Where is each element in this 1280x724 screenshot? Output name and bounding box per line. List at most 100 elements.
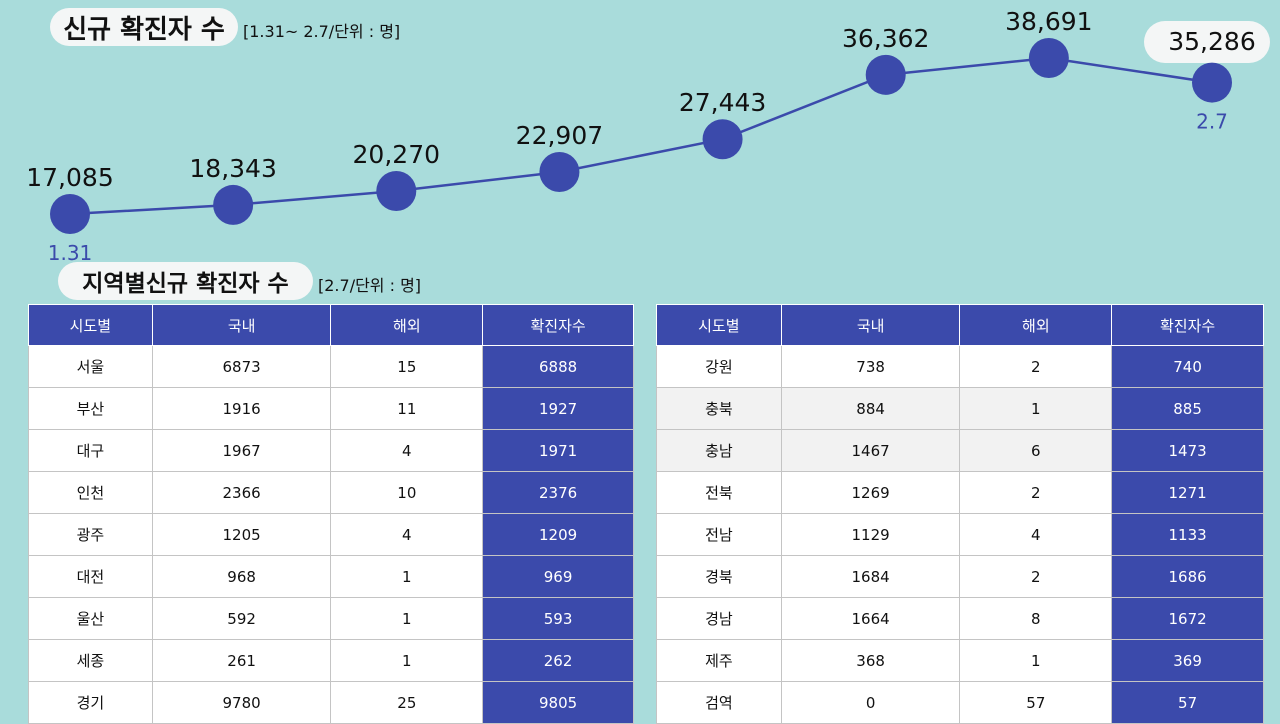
page-title: 신규 확진자 수 <box>50 8 238 46</box>
total-cell: 1473 <box>1111 429 1264 472</box>
region-section-title: 지역별신규 확진자 수 <box>58 262 313 300</box>
highlight-label-pill <box>1144 21 1270 63</box>
region-name-cell: 세종 <box>28 639 153 682</box>
line-chart: 17,085 18,343 20,270 22,907 27,443 36,362 38,6… <box>26 7 1270 265</box>
value-cell: 2 <box>959 555 1113 598</box>
data-point <box>1028 38 1069 78</box>
data-point <box>1192 62 1232 103</box>
table-row: 경기 9780 25 9805 <box>28 681 634 724</box>
value-cell: 1916 <box>151 387 332 430</box>
value-cell: 8 <box>959 597 1113 640</box>
total-cell: 1133 <box>1111 513 1264 556</box>
value-cell: 1269 <box>780 471 961 514</box>
total-cell: 6888 <box>482 345 634 388</box>
column-header: 국내 <box>151 304 332 346</box>
table-row: 경북 1684 2 1686 <box>656 555 1264 598</box>
total-cell: 1672 <box>1111 597 1264 640</box>
value-cell: 2 <box>959 345 1113 388</box>
total-cell: 57 <box>1111 681 1264 724</box>
value-cell: 1 <box>330 555 484 598</box>
region-name-cell: 광주 <box>28 513 153 556</box>
table-row: 대구 1967 4 1971 <box>28 429 634 472</box>
table-row: 검역 0 57 57 <box>656 681 1264 724</box>
value-cell: 4 <box>959 513 1113 556</box>
region-name-cell: 충북 <box>656 387 782 430</box>
value-cell: 4 <box>330 429 484 472</box>
total-cell: 969 <box>482 555 634 598</box>
value-cell: 2366 <box>151 471 332 514</box>
column-header: 국내 <box>780 304 961 346</box>
column-header: 해외 <box>959 304 1113 346</box>
data-point <box>376 171 417 212</box>
region-name-cell: 검역 <box>656 681 782 724</box>
region-name-cell: 제주 <box>656 639 782 682</box>
data-label: 20,270 <box>353 140 440 169</box>
total-cell: 1686 <box>1111 555 1264 598</box>
region-name-cell: 전남 <box>656 513 782 556</box>
table-row: 울산 592 1 593 <box>28 597 634 640</box>
x-tick-label: 2.7 <box>1196 110 1228 134</box>
value-cell: 1 <box>330 639 484 682</box>
data-point <box>702 119 743 160</box>
data-point <box>539 151 580 192</box>
table-row: 대전 968 1 969 <box>28 555 634 598</box>
data-point <box>865 54 906 95</box>
value-cell: 738 <box>780 345 961 388</box>
total-cell: 1927 <box>482 387 634 430</box>
table-row: 전북 1269 2 1271 <box>656 471 1264 514</box>
column-header: 시도별 <box>656 304 782 346</box>
column-header: 시도별 <box>28 304 153 346</box>
value-cell: 4 <box>330 513 484 556</box>
region-name-cell: 대구 <box>28 429 153 472</box>
table-row: 인천 2366 10 2376 <box>28 471 634 514</box>
data-point <box>213 184 254 225</box>
data-label: 36,362 <box>842 24 929 53</box>
value-cell: 1684 <box>780 555 961 598</box>
column-header: 확진자수 <box>482 304 634 346</box>
total-cell: 369 <box>1111 639 1264 682</box>
total-cell: 1271 <box>1111 471 1264 514</box>
total-cell: 885 <box>1111 387 1264 430</box>
value-cell: 2 <box>959 471 1113 514</box>
x-tick-label: 1.31 <box>48 241 93 265</box>
data-label: 38,691 <box>1005 7 1092 36</box>
region-name-cell: 대전 <box>28 555 153 598</box>
region-name-cell: 부산 <box>28 387 153 430</box>
title-note: [1.31~ 2.7/단위 : 명] <box>243 22 401 41</box>
value-cell: 1205 <box>151 513 332 556</box>
table-row: 부산 1916 11 1927 <box>28 387 634 430</box>
value-cell: 968 <box>151 555 332 598</box>
data-label: 27,443 <box>679 88 766 117</box>
value-cell: 9780 <box>151 681 332 724</box>
total-cell: 262 <box>482 639 634 682</box>
table-row: 경남 1664 8 1672 <box>656 597 1264 640</box>
data-label: 17,085 <box>26 163 113 192</box>
table-row: 충남 1467 6 1473 <box>656 429 1264 472</box>
total-cell: 9805 <box>482 681 634 724</box>
value-cell: 15 <box>330 345 484 388</box>
value-cell: 884 <box>780 387 961 430</box>
table-row: 강원 738 2 740 <box>656 345 1264 388</box>
data-point <box>50 194 90 234</box>
table-row: 광주 1205 4 1209 <box>28 513 634 556</box>
region-table-right: 시도별 국내 해외 확진자수 강원 738 2 740 충북 884 1 885 충남 1467 6 147… <box>656 304 1264 724</box>
value-cell: 6873 <box>151 345 332 388</box>
total-cell: 740 <box>1111 345 1264 388</box>
region-section-title-text: 지역별신규 확진자 수 <box>82 271 289 297</box>
region-section-note: [2.7/단위 : 명] <box>318 276 422 295</box>
table-row: 충북 884 1 885 <box>656 387 1264 430</box>
value-cell: 0 <box>780 681 961 724</box>
region-name-cell: 경남 <box>656 597 782 640</box>
region-name-cell: 강원 <box>656 345 782 388</box>
column-header: 확진자수 <box>1111 304 1264 346</box>
region-name-cell: 충남 <box>656 429 782 472</box>
table-row: 전남 1129 4 1133 <box>656 513 1264 556</box>
value-cell: 1 <box>330 597 484 640</box>
page-title-text: 신규 확진자 수 <box>63 14 225 45</box>
region-name-cell: 울산 <box>28 597 153 640</box>
value-cell: 592 <box>151 597 332 640</box>
table-row: 서울 6873 15 6888 <box>28 345 634 388</box>
region-name-cell: 서울 <box>28 345 153 388</box>
value-cell: 11 <box>330 387 484 430</box>
total-cell: 1971 <box>482 429 634 472</box>
